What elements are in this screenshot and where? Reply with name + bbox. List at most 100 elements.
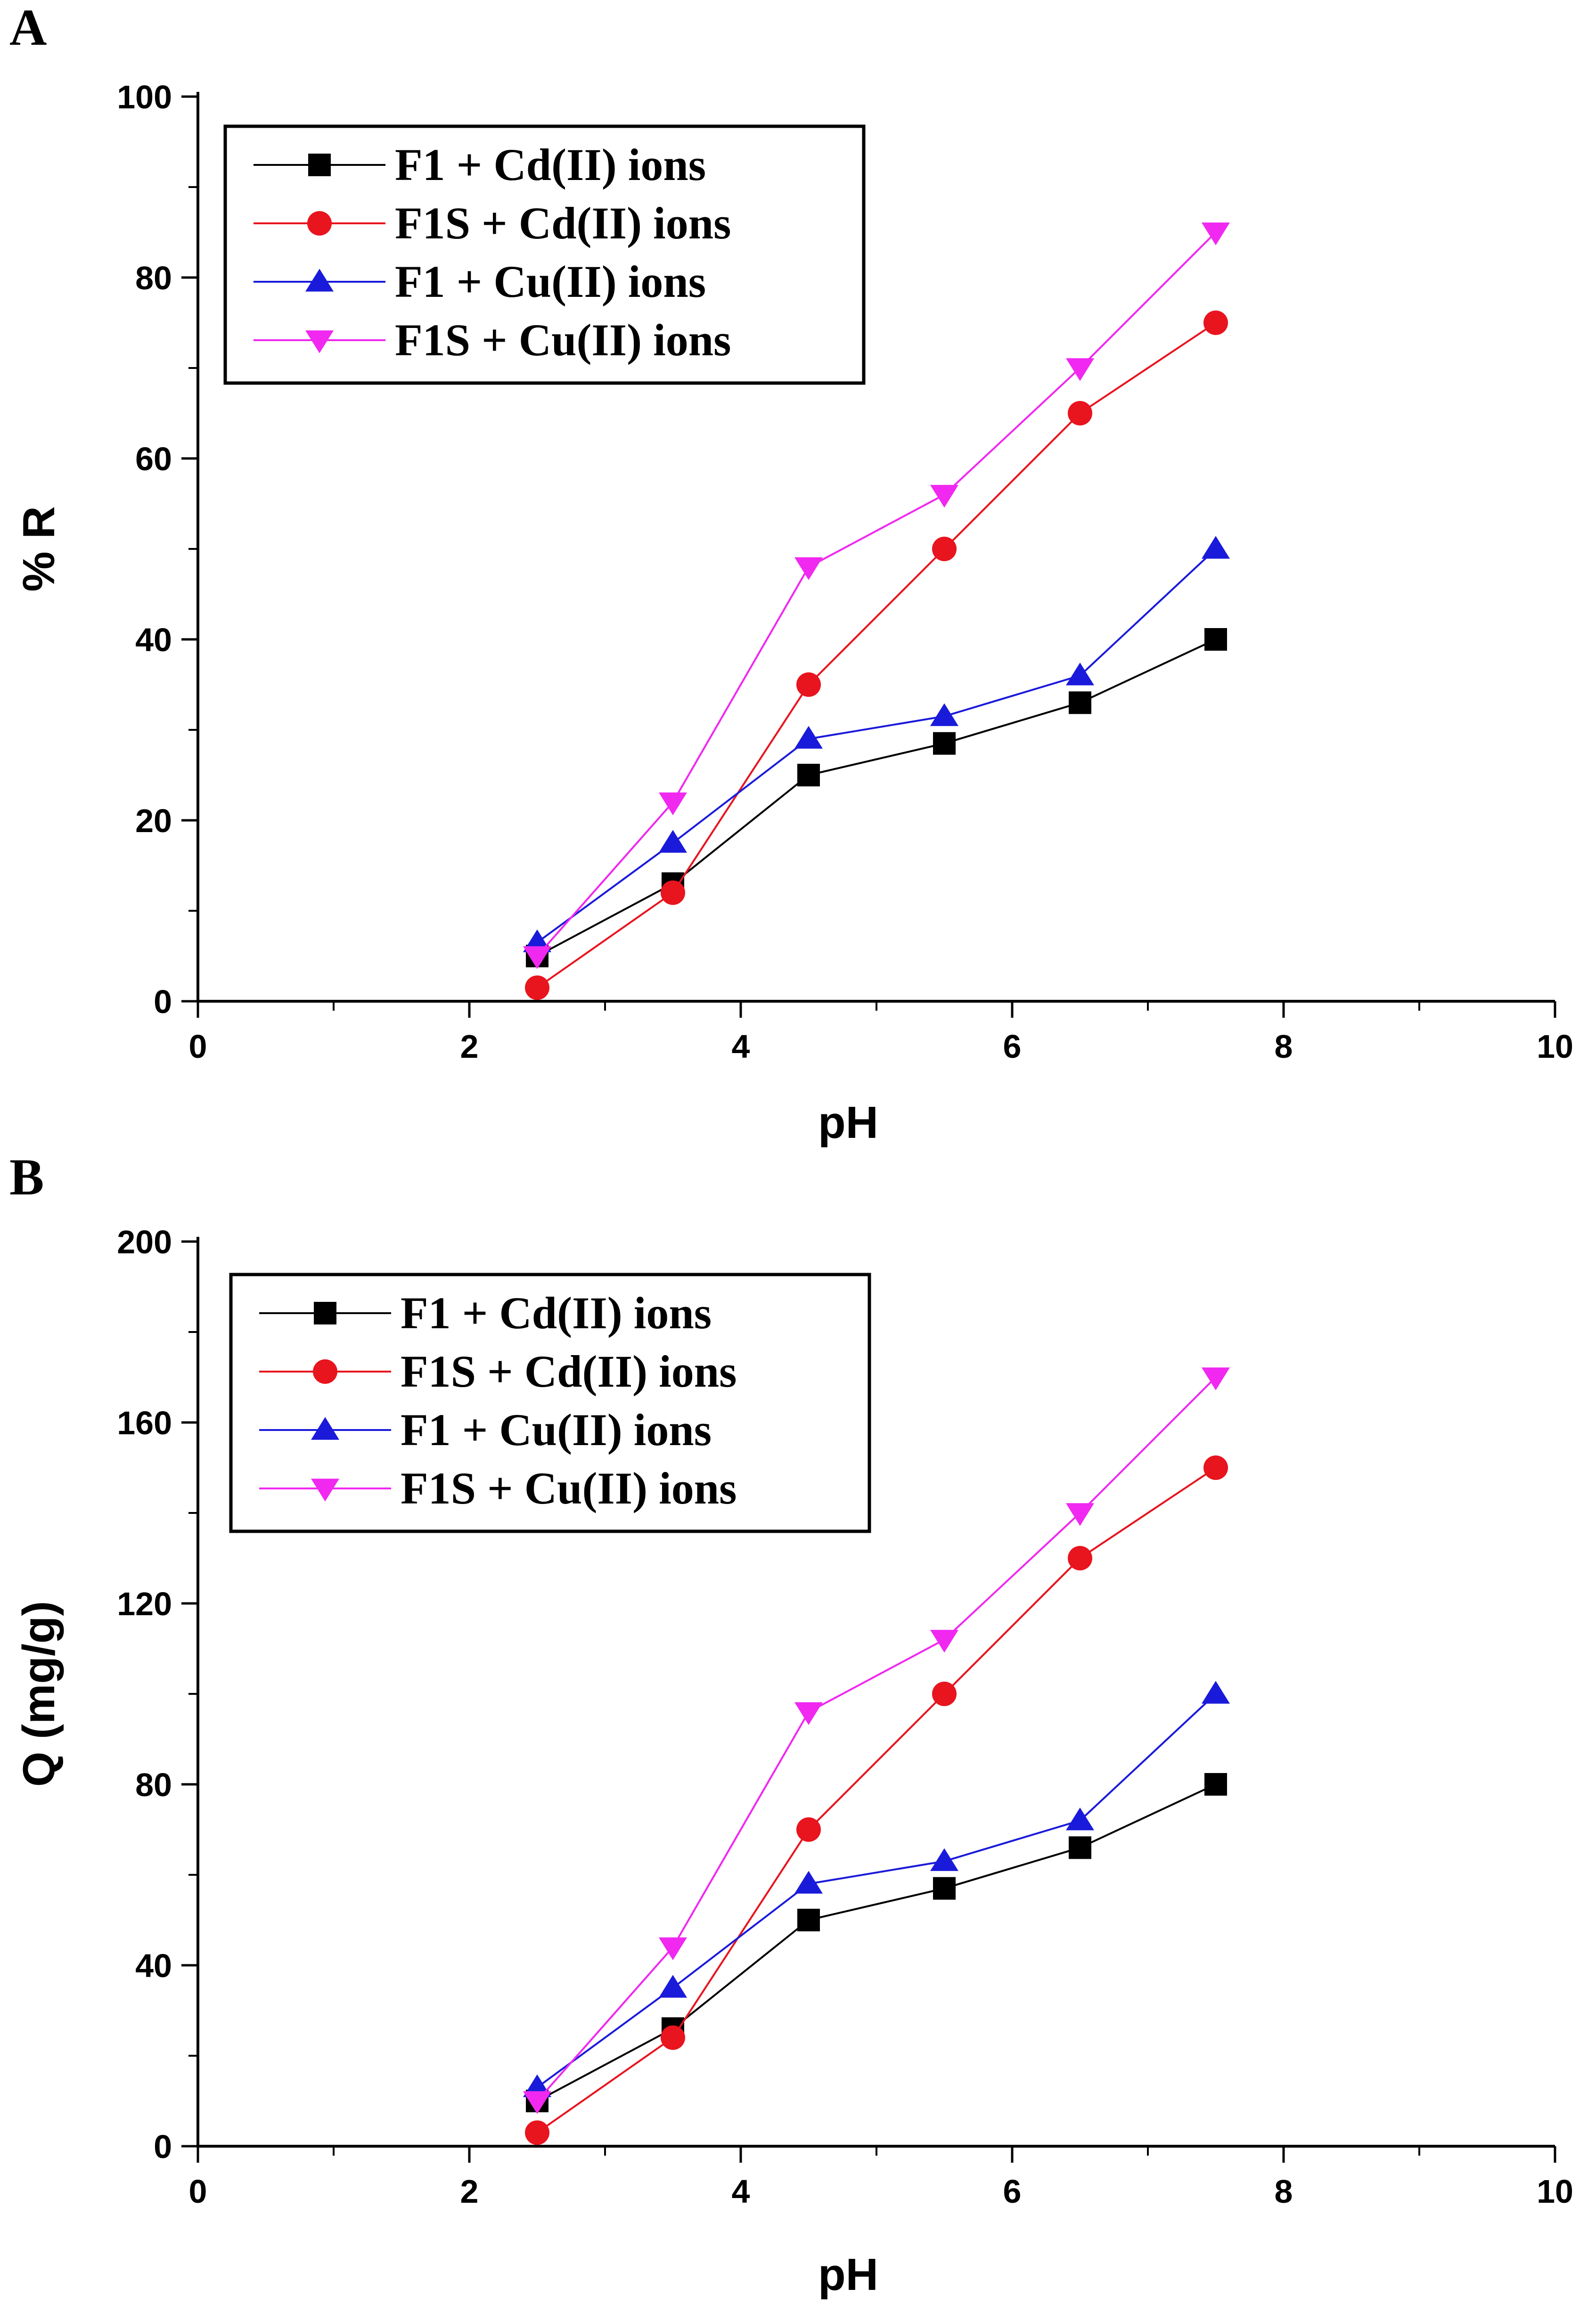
legend-entry: F1S + Cd(II) ions xyxy=(254,198,731,248)
series-4 xyxy=(523,1367,1230,2114)
data-point xyxy=(1202,1367,1230,1390)
legend-marker xyxy=(308,154,331,176)
data-point xyxy=(1069,691,1091,714)
series-line xyxy=(536,322,1217,989)
y-tick-label: 80 xyxy=(135,260,172,296)
y-axis-label: Q (mg/g) xyxy=(14,1601,64,1787)
legend-marker xyxy=(305,330,334,353)
legend-entry: F1 + Cd(II) ions xyxy=(254,139,706,190)
series-line xyxy=(536,1693,1217,2088)
data-point xyxy=(932,537,957,561)
data-point xyxy=(659,1975,687,1998)
legend-entry: F1 + Cu(II) ions xyxy=(259,1405,712,1455)
y-tick-label: 60 xyxy=(135,441,172,477)
data-point xyxy=(1203,1455,1228,1480)
series-line xyxy=(536,231,1217,957)
legend-marker xyxy=(311,1479,339,1502)
legend: F1 + Cd(II) ions F1S + Cd(II) ions F1 + Cu… xyxy=(223,124,866,385)
legend-entry: F1 + Cu(II) ions xyxy=(254,256,706,307)
series-4 xyxy=(523,222,1230,969)
x-tick-label: 8 xyxy=(1275,2173,1293,2210)
series-3 xyxy=(523,536,1230,952)
panel-label: A xyxy=(9,0,47,56)
legend-marker xyxy=(311,1417,339,1440)
x-axis-label: pH xyxy=(818,1097,878,1148)
legend-entry: F1S + Cu(II) ions xyxy=(254,315,731,365)
series-3 xyxy=(523,1681,1230,2097)
y-tick-label: 0 xyxy=(154,983,172,1020)
data-point xyxy=(1204,628,1227,651)
data-point xyxy=(1204,1773,1227,1796)
x-tick-label: 4 xyxy=(732,2173,750,2210)
data-point xyxy=(523,946,551,969)
data-point xyxy=(1066,1807,1094,1831)
legend-entry: F1S + Cu(II) ions xyxy=(259,1463,737,1513)
data-point xyxy=(523,2091,551,2114)
x-tick-label: 10 xyxy=(1537,1028,1573,1065)
x-axis-label: pH xyxy=(818,2249,878,2300)
data-point xyxy=(794,1702,823,1725)
legend-label: F1S + Cu(II) ions xyxy=(395,315,731,365)
legend-marker xyxy=(314,1302,336,1324)
x-tick-label: 6 xyxy=(1003,1028,1022,1065)
data-point xyxy=(794,557,823,580)
y-tick-label: 200 xyxy=(117,1224,172,1260)
legend-label: F1S + Cd(II) ions xyxy=(401,1346,737,1397)
data-point xyxy=(1066,358,1094,381)
data-point xyxy=(1202,1681,1230,1704)
data-point xyxy=(525,975,549,1000)
data-point xyxy=(933,732,956,755)
legend-label: F1 + Cu(II) ions xyxy=(401,1405,712,1455)
data-point xyxy=(1066,1503,1094,1526)
legend-marker xyxy=(305,269,334,292)
series-line xyxy=(536,548,1217,943)
x-tick-label: 0 xyxy=(189,1028,207,1065)
data-point xyxy=(659,792,687,816)
y-axis-label: % R xyxy=(14,506,64,591)
data-point xyxy=(659,1937,687,1961)
legend-entry: F1 + Cd(II) ions xyxy=(259,1288,712,1338)
y-tick-label: 20 xyxy=(135,802,172,839)
data-point xyxy=(794,726,823,749)
panel-label: B xyxy=(9,1148,44,1206)
y-tick-label: 120 xyxy=(117,1586,172,1622)
data-point xyxy=(930,1630,958,1653)
x-tick-label: 0 xyxy=(189,2173,207,2210)
data-point xyxy=(932,1682,957,1706)
x-tick-label: 10 xyxy=(1537,2173,1573,2210)
data-point xyxy=(1202,536,1230,559)
data-point xyxy=(1069,1836,1091,1859)
data-point xyxy=(659,830,687,853)
chart-panel-B: B 0 2 4 6 8 10 0 40 80 120 160 200 pH Q (mg/g) F1 + Cd(… xyxy=(9,1148,1573,2300)
y-tick-label: 160 xyxy=(117,1405,172,1441)
series-1 xyxy=(526,1773,1227,2112)
data-point xyxy=(794,1871,823,1894)
data-point xyxy=(1203,311,1228,335)
data-point xyxy=(930,485,958,508)
x-tick-label: 2 xyxy=(460,2173,479,2210)
data-point xyxy=(797,1909,820,1931)
data-point xyxy=(525,2120,549,2145)
legend-label: F1S + Cd(II) ions xyxy=(395,198,731,248)
x-tick-label: 8 xyxy=(1275,1028,1293,1065)
y-tick-label: 40 xyxy=(135,621,172,658)
series-line xyxy=(536,1376,1217,2102)
y-tick-label: 100 xyxy=(117,79,172,115)
series-line xyxy=(537,1783,1216,2102)
data-point xyxy=(1068,401,1092,425)
data-point xyxy=(796,672,821,697)
y-tick-label: 0 xyxy=(154,2128,172,2165)
legend-label: F1S + Cu(II) ions xyxy=(401,1463,737,1513)
data-point xyxy=(796,1817,821,1842)
data-point xyxy=(1202,222,1230,245)
data-point xyxy=(933,1877,956,1900)
x-tick-label: 6 xyxy=(1003,2173,1022,2210)
legend-label: F1 + Cd(II) ions xyxy=(395,139,706,190)
series-line xyxy=(537,638,1216,957)
legend-label: F1 + Cd(II) ions xyxy=(401,1288,712,1338)
legend: F1 + Cd(II) ions F1S + Cd(II) ions F1 + Cu… xyxy=(229,1273,871,1533)
series-2 xyxy=(525,311,1228,1000)
series-line xyxy=(536,1467,1217,2133)
data-point xyxy=(1068,1546,1092,1570)
